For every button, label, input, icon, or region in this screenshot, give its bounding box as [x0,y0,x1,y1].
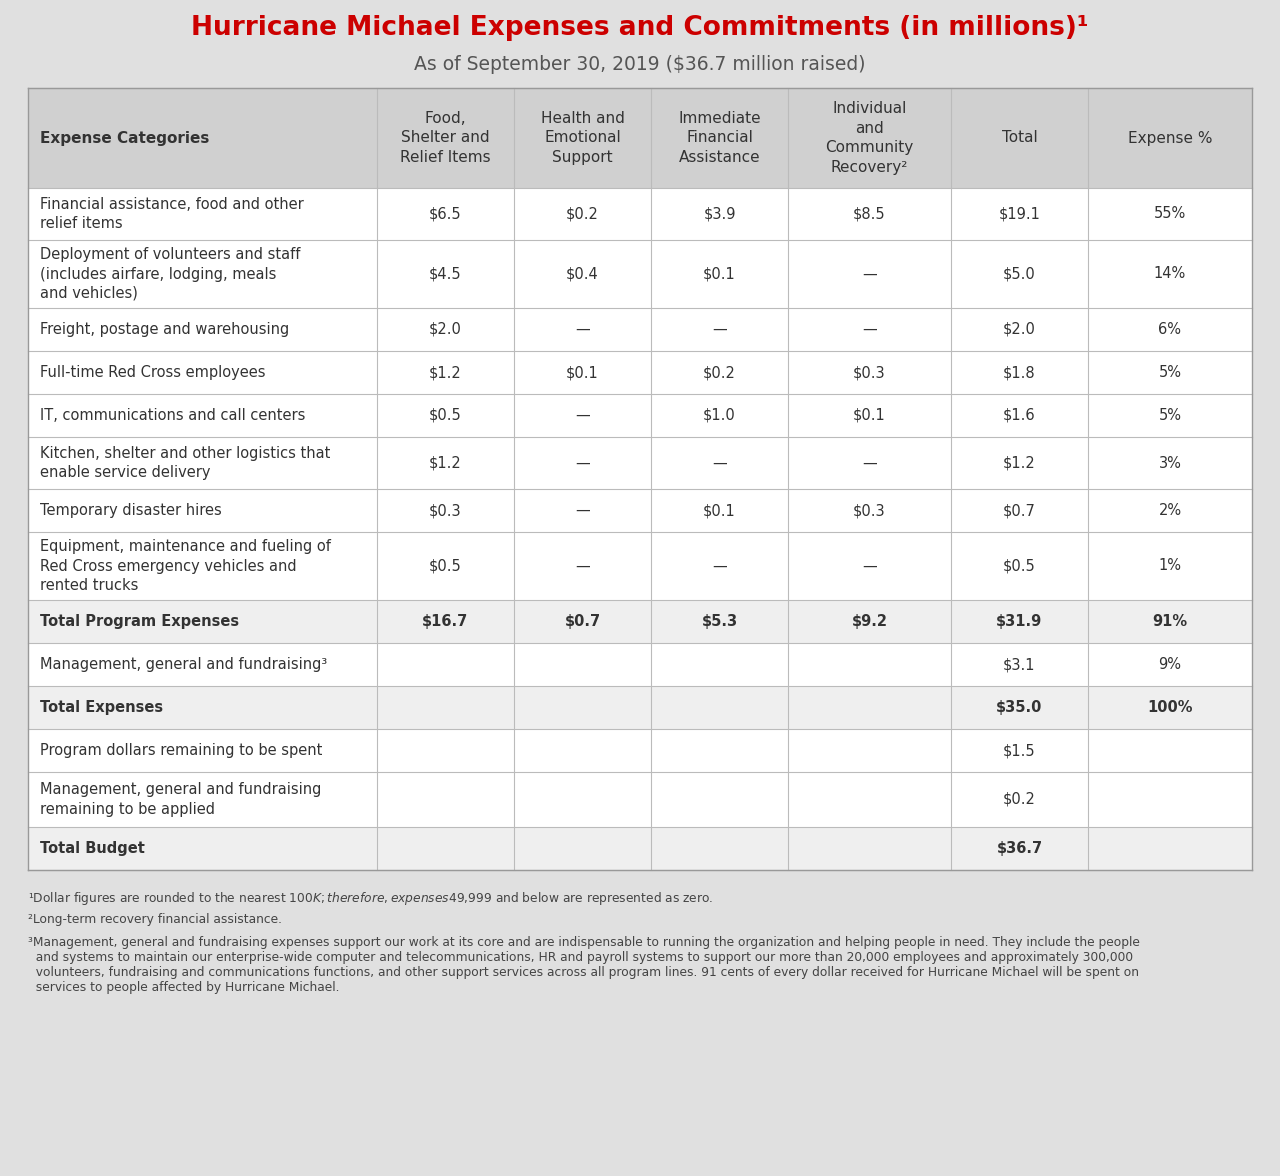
Bar [28,827,1252,870]
Text: Full-time Red Cross employees: Full-time Red Cross employees [40,365,265,380]
Text: volunteers, fundraising and communications functions, and other support services: volunteers, fundraising and communicatio… [28,965,1139,978]
Text: and systems to maintain our enterprise-wide computer and telecommunications, HR : and systems to maintain our enterprise-w… [28,951,1133,964]
Text: Program dollars remaining to be spent: Program dollars remaining to be spent [40,743,323,759]
Text: Total Expenses: Total Expenses [40,700,163,715]
Text: $1.2: $1.2 [429,365,462,380]
Text: $6.5: $6.5 [429,207,462,221]
Text: $2.0: $2.0 [1004,322,1036,338]
Text: $1.5: $1.5 [1004,743,1036,759]
Text: Total Budget: Total Budget [40,841,145,856]
Text: Expense Categories: Expense Categories [40,131,210,146]
Text: $35.0: $35.0 [996,700,1043,715]
Text: $0.7: $0.7 [564,614,600,629]
Text: $1.8: $1.8 [1004,365,1036,380]
Text: —: — [863,267,877,281]
Text: Kitchen, shelter and other logistics that
enable service delivery: Kitchen, shelter and other logistics tha… [40,446,330,480]
Text: $0.4: $0.4 [566,267,599,281]
Text: $0.7: $0.7 [1004,503,1036,517]
Text: Immediate
Financial
Assistance: Immediate Financial Assistance [678,111,760,166]
Text: $0.1: $0.1 [854,408,886,423]
Text: —: — [575,559,590,574]
Text: $16.7: $16.7 [422,614,468,629]
Text: 9%: 9% [1158,657,1181,671]
Text: —: — [575,455,590,470]
Text: Hurricane Michael Expenses and Commitments (in millions)¹: Hurricane Michael Expenses and Commitmen… [191,15,1089,41]
Text: As of September 30, 2019 ($36.7 million raised): As of September 30, 2019 ($36.7 million … [415,54,865,73]
Text: Financial assistance, food and other
relief items: Financial assistance, food and other rel… [40,196,303,232]
Text: —: — [863,455,877,470]
Text: Food,
Shelter and
Relief Items: Food, Shelter and Relief Items [401,111,490,166]
Text: —: — [863,322,877,338]
Text: $0.5: $0.5 [1004,559,1036,574]
Text: Individual
and
Community
Recovery²: Individual and Community Recovery² [826,101,914,175]
Text: $0.1: $0.1 [703,503,736,517]
Text: $19.1: $19.1 [998,207,1041,221]
Text: $0.5: $0.5 [429,559,462,574]
Text: services to people affected by Hurricane Michael.: services to people affected by Hurricane… [28,981,339,994]
Text: $0.2: $0.2 [1004,791,1036,807]
Text: ²Long-term recovery financial assistance.: ²Long-term recovery financial assistance… [28,913,282,926]
Text: Deployment of volunteers and staff
(includes airfare, lodging, meals
and vehicle: Deployment of volunteers and staff (incl… [40,247,301,301]
Text: ¹Dollar figures are rounded to the nearest $100K; therefore, expenses $49,999 an: ¹Dollar figures are rounded to the neare… [28,890,713,907]
Text: —: — [575,408,590,423]
Text: $1.2: $1.2 [1004,455,1036,470]
Text: $2.0: $2.0 [429,322,462,338]
Text: $1.0: $1.0 [703,408,736,423]
Text: $0.1: $0.1 [566,365,599,380]
Text: 1%: 1% [1158,559,1181,574]
Text: ³Management, general and fundraising expenses support our work at its core and a: ³Management, general and fundraising exp… [28,936,1140,949]
Text: 14%: 14% [1153,267,1187,281]
Text: Management, general and fundraising
remaining to be applied: Management, general and fundraising rema… [40,782,321,816]
Bar [28,88,1252,870]
Text: $3.1: $3.1 [1004,657,1036,671]
Text: $0.3: $0.3 [854,503,886,517]
Text: $0.1: $0.1 [703,267,736,281]
Text: 6%: 6% [1158,322,1181,338]
Text: 2%: 2% [1158,503,1181,517]
Text: Management, general and fundraising³: Management, general and fundraising³ [40,657,328,671]
Text: $3.9: $3.9 [703,207,736,221]
Text: 3%: 3% [1158,455,1181,470]
Text: —: — [575,322,590,338]
Bar [28,686,1252,729]
Text: $1.2: $1.2 [429,455,462,470]
Text: Total: Total [1001,131,1037,146]
Text: 55%: 55% [1153,207,1187,221]
Bar [28,88,1252,188]
Text: $8.5: $8.5 [854,207,886,221]
Text: Temporary disaster hires: Temporary disaster hires [40,503,221,517]
Text: 100%: 100% [1147,700,1193,715]
Text: $5.0: $5.0 [1004,267,1036,281]
Text: IT, communications and call centers: IT, communications and call centers [40,408,306,423]
Text: —: — [712,455,727,470]
Text: $0.3: $0.3 [429,503,462,517]
Text: —: — [712,559,727,574]
Text: Freight, postage and warehousing: Freight, postage and warehousing [40,322,289,338]
Text: $9.2: $9.2 [851,614,887,629]
Text: Health and
Emotional
Support: Health and Emotional Support [540,111,625,166]
Text: $0.3: $0.3 [854,365,886,380]
Text: Equipment, maintenance and fueling of
Red Cross emergency vehicles and
rented tr: Equipment, maintenance and fueling of Re… [40,540,330,593]
Text: —: — [575,503,590,517]
Text: 91%: 91% [1152,614,1188,629]
Text: $5.3: $5.3 [701,614,737,629]
Text: 5%: 5% [1158,408,1181,423]
Text: —: — [712,322,727,338]
Text: Expense %: Expense % [1128,131,1212,146]
Text: $31.9: $31.9 [996,614,1043,629]
Text: $0.2: $0.2 [566,207,599,221]
Text: —: — [863,559,877,574]
Text: Total Program Expenses: Total Program Expenses [40,614,239,629]
Text: $36.7: $36.7 [996,841,1042,856]
Text: $0.2: $0.2 [703,365,736,380]
Text: $0.5: $0.5 [429,408,462,423]
Bar [28,600,1252,643]
Text: $4.5: $4.5 [429,267,462,281]
Text: 5%: 5% [1158,365,1181,380]
Text: $1.6: $1.6 [1004,408,1036,423]
